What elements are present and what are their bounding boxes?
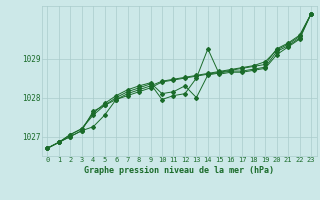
X-axis label: Graphe pression niveau de la mer (hPa): Graphe pression niveau de la mer (hPa) [84,166,274,175]
